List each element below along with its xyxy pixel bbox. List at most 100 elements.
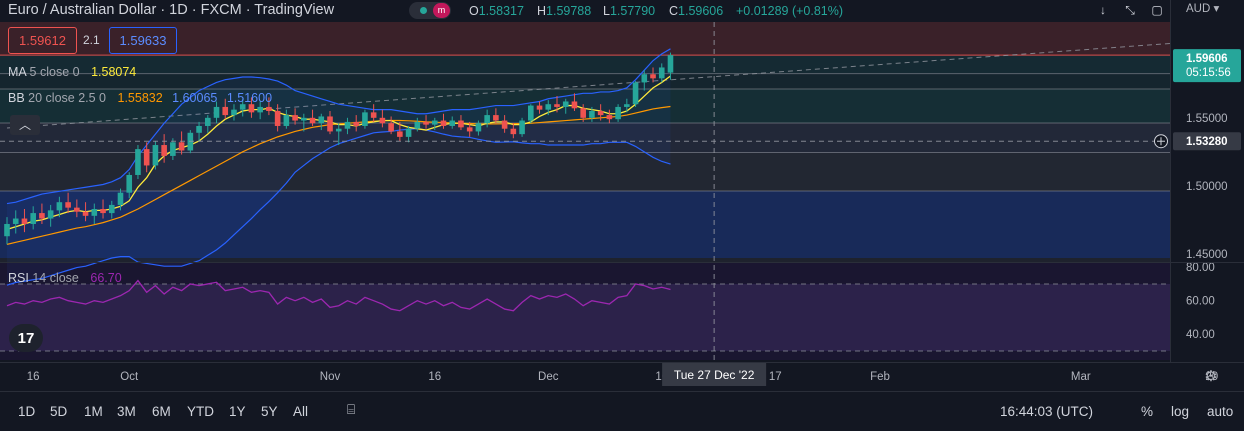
candle-1 (12, 210, 19, 234)
ohlc-high: H1.59788 (537, 4, 591, 18)
candle-47 (414, 117, 421, 132)
candle-4 (39, 203, 45, 224)
collapse-legend-button[interactable]: ︿ (10, 115, 40, 135)
candle-body-56 (493, 115, 499, 121)
timeframe-5y[interactable]: 5Y (261, 404, 278, 419)
tradingview-logo-icon[interactable]: 17 (9, 324, 43, 352)
candle-41 (362, 109, 368, 129)
candle-44 (388, 116, 394, 135)
chevron-up-icon: ︿ (18, 118, 31, 132)
candle-body-57 (501, 120, 508, 129)
timeframe-ytd[interactable]: YTD (187, 404, 214, 419)
candle-body-28 (248, 104, 255, 113)
candle-body-7 (65, 202, 71, 208)
rsi-line (6, 279, 671, 312)
candle-42 (370, 104, 377, 122)
scroll-to-realtime-button[interactable]: ↓ (1093, 1, 1113, 20)
candle-56 (493, 108, 499, 124)
market-status-pill[interactable]: m (409, 2, 451, 19)
candle-3 (30, 206, 36, 230)
maximize-button[interactable]: ⤡ (1120, 1, 1140, 20)
countdown-label: 05:15:56 (1186, 67, 1231, 79)
sell-button[interactable]: 1.59612 (8, 27, 77, 54)
candle-72 (632, 81, 639, 107)
candle-75 (658, 63, 665, 83)
candle-body-44 (388, 123, 394, 132)
currency-selector[interactable]: AUD ▾ (1186, 3, 1220, 15)
candle-body-8 (74, 207, 80, 212)
candle-body-74 (650, 74, 656, 79)
candle-body-42 (370, 112, 377, 118)
candle-body-61 (536, 105, 543, 110)
buy-button[interactable]: 1.59633 (109, 27, 177, 54)
candle-53 (466, 121, 473, 137)
bb-upper-value: 1.60065 (172, 91, 218, 105)
candlestick-series[interactable] (4, 52, 674, 245)
timeframe-6m[interactable]: 6M (152, 404, 171, 419)
timeframe-5d[interactable]: 5D (50, 404, 68, 419)
candle-10 (91, 203, 98, 224)
candle-12 (108, 200, 115, 219)
candle-body-9 (82, 211, 89, 216)
candle-body-46 (405, 128, 412, 137)
time-tick-0: 16 (27, 371, 40, 383)
time-tick-6: 17 (769, 371, 782, 383)
ma-legend[interactable]: MA 5 close 0 1.58074 (8, 65, 136, 79)
rsi-value: 66.70 (90, 271, 122, 285)
candle-22 (196, 121, 202, 141)
rsi-legend[interactable]: RSI 14 close 66.70 (8, 271, 122, 285)
calendar-icon: ⌸ (347, 402, 356, 417)
auto-scale-toggle[interactable]: auto (1207, 404, 1234, 419)
ohlc-change: +0.01289 (+0.81%) (736, 4, 843, 18)
candle-body-55 (484, 115, 490, 124)
candle-26 (231, 104, 237, 121)
rsi-pane-background (0, 263, 1170, 360)
candle-74 (650, 67, 656, 83)
ohlc-low: L1.57790 (603, 4, 655, 18)
time-tick-4: Dec (538, 371, 559, 383)
candle-body-29 (257, 106, 263, 113)
go-to-date-button[interactable]: ⌸ (347, 402, 355, 418)
candle-body-60 (528, 105, 534, 121)
timeframe-all[interactable]: All (293, 404, 309, 419)
candle-body-20 (178, 142, 185, 151)
candle-body-2 (21, 218, 28, 224)
candle-body-16 (143, 149, 150, 166)
candle-body-12 (108, 204, 115, 214)
bb-legend[interactable]: BB 20 close 2.5 0 1.55832 1.60065 1.5160… (8, 91, 272, 105)
currency-label: AUD (1186, 3, 1211, 15)
candle-20 (178, 131, 185, 155)
ohlc-close-value: 1.59606 (678, 4, 724, 18)
log-scale-toggle[interactable]: log (1171, 404, 1190, 419)
candle-29 (257, 101, 263, 120)
percent-scale-toggle[interactable]: % (1141, 404, 1154, 419)
zone-band-2 (0, 73, 1170, 89)
expand-icon: ⤡ (1125, 3, 1135, 17)
timeframe-1y[interactable]: 1Y (229, 404, 246, 419)
candle-65 (571, 93, 578, 112)
ohlc-close-key: C (669, 4, 679, 18)
price-tick-0: 1.55000 (1186, 113, 1228, 125)
candle-30 (266, 97, 272, 116)
candle-body-0 (4, 223, 10, 237)
candle-body-68 (597, 111, 604, 116)
candle-18 (161, 134, 167, 163)
candle-body-72 (632, 82, 639, 105)
rsi-name: RSI (8, 271, 29, 285)
utc-clock[interactable]: 16:44:03 (UTC) (1000, 404, 1094, 419)
crosshair-price-label: 1.53280 (1186, 136, 1228, 148)
candle-body-65 (571, 101, 578, 109)
timeframe-3m[interactable]: 3M (117, 404, 136, 419)
candle-6 (56, 196, 63, 218)
timeframe-1d[interactable]: 1D (18, 404, 36, 419)
screenshot-button[interactable]: ▢ (1147, 1, 1167, 20)
candle-body-24 (213, 106, 220, 118)
candle-body-37 (327, 116, 333, 132)
time-tick-1: Oct (120, 371, 139, 383)
timeframe-1m[interactable]: 1M (84, 404, 103, 419)
crosshair-overlay (0, 22, 1170, 362)
candle-62 (545, 100, 552, 116)
